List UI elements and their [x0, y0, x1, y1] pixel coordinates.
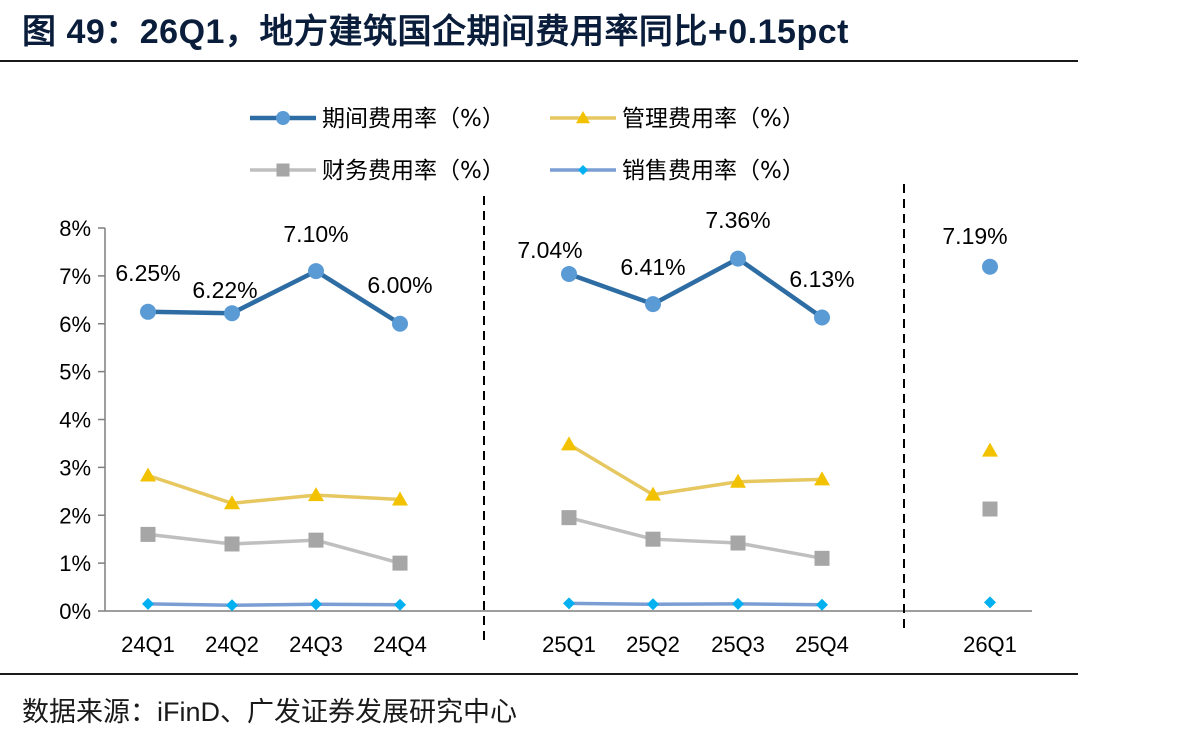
y-tick-label: 6% [59, 312, 91, 337]
data-point [142, 597, 154, 610]
series-line [147, 473, 401, 506]
data-point [814, 550, 830, 566]
legend-label: 期间费用率（%） [322, 106, 505, 132]
data-point [226, 599, 238, 612]
data-point [984, 596, 996, 609]
x-tick-label: 24Q1 [121, 632, 175, 657]
data-point [982, 501, 998, 517]
y-tick-label: 4% [59, 408, 91, 433]
legend-label: 财务费用率（%） [322, 158, 505, 184]
series-line [147, 268, 402, 326]
data-label: 6.13% [789, 266, 854, 292]
data-point [647, 598, 659, 611]
legend-item: 销售费用率（%） [550, 158, 805, 184]
legend-item: 财务费用率（%） [250, 158, 505, 184]
series-0 [140, 250, 998, 332]
data-label: 7.10% [283, 221, 348, 247]
data-point [730, 535, 746, 551]
series-line [147, 532, 401, 565]
data-label: 6.00% [367, 272, 432, 298]
data-point [578, 165, 588, 175]
data-labels: 6.25% 6.22% 7.10% 6.00% 7.04% 6.41% 7.36% 6.13%… [115, 207, 1007, 303]
data-point [394, 598, 406, 611]
chart-series [140, 250, 998, 612]
x-tick-label: 24Q4 [373, 632, 427, 657]
data-point [308, 487, 324, 502]
chart-axes: 0% 1% 2% 3% 4% 5% 6% 7% 8% 24Q1 24Q2 24Q3 24Q4 25Q1 25… [59, 216, 1032, 657]
y-tick-label: 3% [59, 455, 91, 480]
data-point [276, 111, 290, 125]
data-label: 7.19% [942, 223, 1007, 249]
data-point [276, 163, 290, 177]
y-tick-label: 2% [59, 503, 91, 528]
data-point [563, 597, 575, 610]
data-point [392, 315, 408, 332]
data-point [224, 495, 240, 510]
data-point [732, 597, 744, 610]
legend-item: 管理费用率（%） [550, 106, 805, 132]
data-point [982, 442, 998, 457]
series-3 [142, 596, 996, 612]
data-point [730, 250, 746, 267]
data-point [814, 309, 830, 326]
y-tick-label: 5% [59, 360, 91, 385]
data-point [140, 526, 156, 542]
series-line [568, 442, 823, 497]
chart-legend: 期间费用率（%） 管理费用率（%） 财务费用率（%） 销售费用率（%） [250, 106, 805, 184]
data-point [140, 303, 156, 320]
y-tick-label: 8% [59, 216, 91, 241]
legend-label: 销售费用率（%） [622, 158, 805, 184]
source-note: 数据来源：iFinD、广发证券发展研究中心 [22, 697, 518, 727]
data-label: 7.36% [705, 207, 770, 233]
title-divider [0, 60, 1078, 62]
x-tick-label: 25Q2 [626, 632, 680, 657]
data-point [814, 471, 830, 486]
legend-label: 管理费用率（%） [622, 106, 805, 132]
x-tick-label: 25Q4 [795, 632, 849, 657]
data-label: 7.04% [517, 237, 582, 263]
data-label: 6.41% [620, 254, 685, 280]
data-point [645, 486, 661, 501]
series-line [568, 256, 824, 320]
series-line [568, 515, 823, 561]
data-label: 6.25% [115, 260, 180, 286]
y-tick-label: 0% [59, 599, 91, 624]
data-point [816, 598, 828, 611]
data-point [982, 258, 998, 275]
footer-divider [0, 673, 1078, 675]
series-2 [140, 501, 998, 571]
series-1 [140, 436, 998, 510]
y-tick-label: 7% [59, 264, 91, 289]
page-title: 图 49：26Q1，地方建筑国企期间费用率同比+0.15pct [22, 13, 849, 51]
x-tick-label: 25Q3 [711, 632, 765, 657]
series-line [147, 602, 401, 608]
data-point [561, 436, 577, 451]
data-label: 6.22% [192, 277, 257, 303]
data-point [308, 263, 324, 280]
x-tick-label: 25Q1 [542, 632, 596, 657]
x-tick-label: 24Q2 [205, 632, 259, 657]
y-tick-label: 1% [59, 551, 91, 576]
legend-item: 期间费用率（%） [250, 106, 505, 132]
data-point [576, 111, 590, 124]
data-point [310, 598, 322, 611]
data-point [730, 473, 746, 488]
x-tick-label: 24Q3 [289, 632, 343, 657]
data-point [645, 531, 661, 547]
data-point [645, 296, 661, 313]
data-point [140, 467, 156, 482]
data-point [392, 491, 408, 506]
data-point [561, 265, 577, 282]
series-line [568, 601, 823, 607]
data-point [308, 532, 324, 548]
data-point [224, 536, 240, 552]
data-point [224, 305, 240, 322]
data-point [561, 510, 577, 526]
x-tick-label: 26Q1 [963, 632, 1017, 657]
data-point [392, 555, 408, 571]
